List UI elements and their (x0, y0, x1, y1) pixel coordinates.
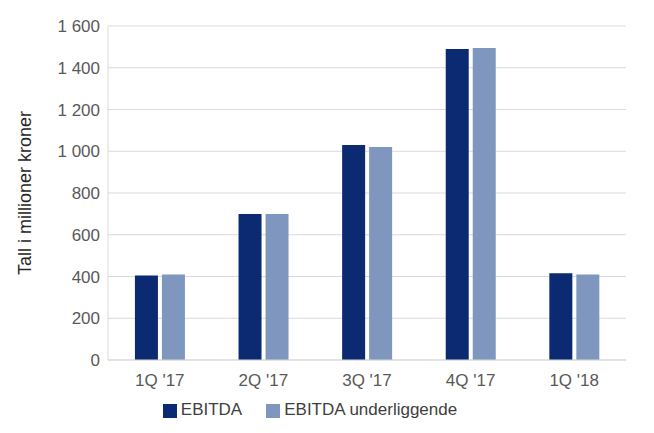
html-text:EBITDA: EBITDA (180, 400, 243, 419)
svg-text:600: 600 (72, 226, 100, 245)
svg-text:3Q '17: 3Q '17 (342, 371, 392, 390)
svg-text:1Q '17: 1Q '17 (135, 371, 185, 390)
html-text:EBITDA underliggende: EBITDA underliggende (284, 400, 458, 419)
svg-text:Tall i millioner kroner: Tall i millioner kroner (15, 111, 35, 275)
svg-text:1Q '18: 1Q '18 (549, 371, 599, 390)
svg-text:1 600: 1 600 (57, 17, 100, 36)
svg-text:1 000: 1 000 (57, 142, 100, 161)
svg-text:2Q '17: 2Q '17 (239, 371, 289, 390)
svg-text:1 400: 1 400 (57, 59, 100, 78)
svg-text:4Q '17: 4Q '17 (446, 371, 496, 390)
svg-text:400: 400 (72, 268, 100, 287)
svg-text:200: 200 (72, 309, 100, 328)
svg-text:1 200: 1 200 (57, 101, 100, 120)
svg-text:800: 800 (72, 184, 100, 203)
svg-text:0: 0 (91, 351, 100, 370)
